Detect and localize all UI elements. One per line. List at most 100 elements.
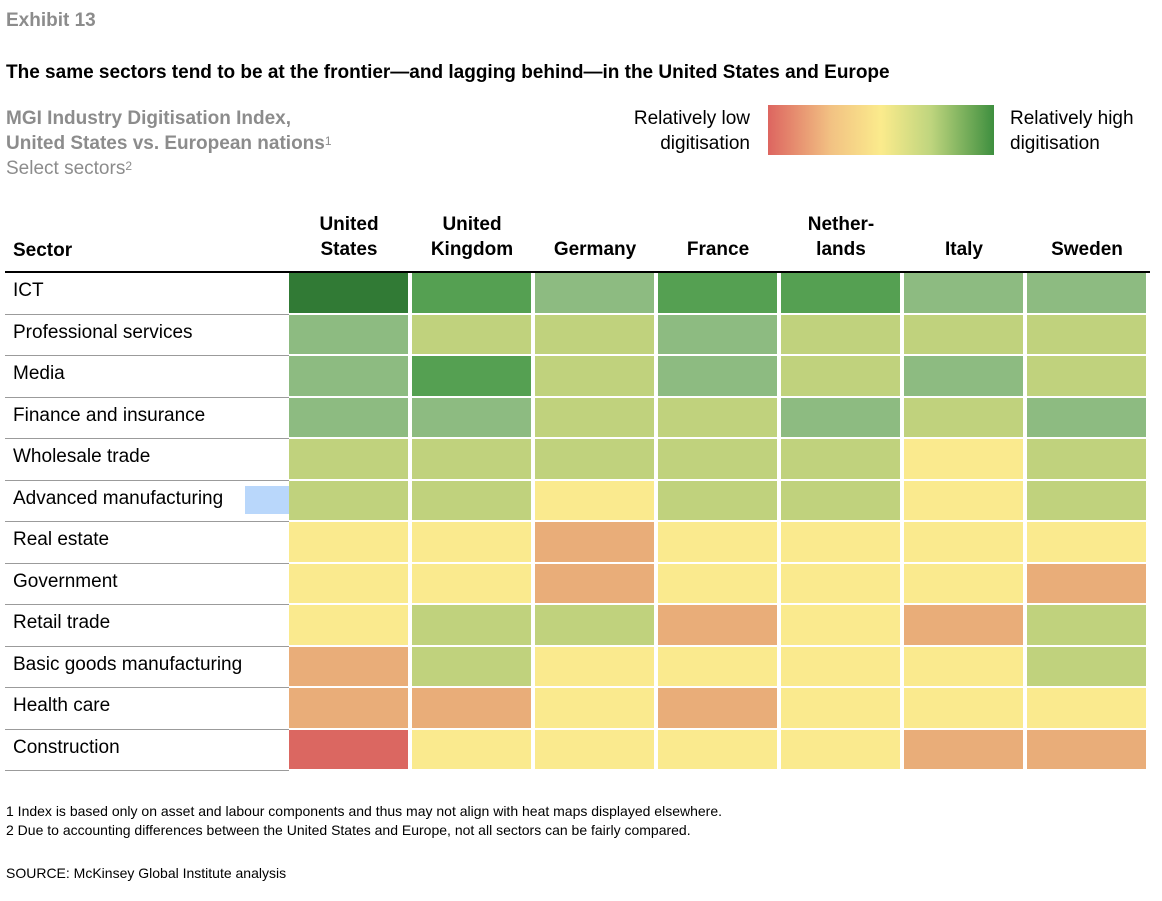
subtitle-line-3: Select sectors [6,158,126,179]
column-header: Germany [553,239,637,260]
heatmap-cell [535,397,654,437]
heatmap-cell [535,356,654,396]
heatmap-cell [658,605,777,645]
heatmap-cell [1027,356,1146,396]
heatmap-cell [289,314,408,354]
heatmap-cell [781,605,900,645]
heatmap-cell [658,439,777,479]
table-row: Construction [5,729,1150,771]
heatmap-cell [289,439,408,479]
heatmap-cell [535,729,654,769]
heatmap-cell [535,480,654,520]
heatmap-cell [1027,273,1146,313]
sector-label: Real estate [13,529,110,550]
table-row: Real estate [5,522,1150,564]
legend-low-label: Relatively low digitisation [633,108,750,154]
heatmap-cell [535,314,654,354]
table-row: Professional services [5,314,1150,356]
table-row: Wholesale trade [5,439,1150,481]
heatmap-cell [658,397,777,437]
selection-highlight [245,485,289,514]
column-header: Italy [944,239,984,260]
heatmap-cell [904,729,1023,769]
heatmap-cell [658,688,777,728]
sector-label: Media [13,363,65,384]
sector-column-header: Sector [13,240,73,261]
heatmap-cell [904,397,1023,437]
row-divider [5,438,289,439]
header-rule [5,271,1150,273]
sector-label: Government [13,570,118,592]
heatmap-cell [535,439,654,479]
sector-label: Health care [13,695,111,716]
heatmap-cell [1027,563,1146,603]
row-divider [5,770,289,771]
row-divider [5,479,289,481]
heatmap-cell [1027,439,1146,479]
heatmap-cell [289,688,408,728]
table-row: Health care [5,688,1150,730]
table-row: ICT [5,273,1150,315]
row-divider [5,521,289,522]
footnote-ref-1: 1 [324,134,332,148]
heatmap-cell [1027,522,1146,562]
heatmap-cell [412,646,531,686]
row-divider [5,562,289,564]
row-divider [5,396,289,398]
heatmap-cell [1027,646,1146,686]
table-row: Basic goods manufacturing [5,646,1150,688]
heatmap-cell [412,439,531,479]
footnote-2: 2 Due to accounting differences between … [6,822,691,838]
heatmap-cell [289,605,408,645]
sector-label: Advanced manufacturing [13,487,224,509]
heatmap-cell [904,314,1023,354]
heatmap-cell [658,729,777,769]
heatmap-cell [781,273,900,313]
heatmap-cell [412,522,531,562]
heatmap-cell [412,605,531,645]
heatmap-cell [904,563,1023,603]
heatmap-cell [781,646,900,686]
heatmap-cell [289,273,408,313]
heatmap-cell [904,522,1023,562]
sector-label: Finance and insurance [13,404,206,426]
table-header: Sector United States United Kingdom German… [0,210,1162,272]
heatmap-cell [289,480,408,520]
heatmap-cell [535,273,654,313]
heatmap-cell [904,273,1023,313]
heatmap-cell [781,439,900,479]
heatmap-cell [289,646,408,686]
heatmap-cell [412,688,531,728]
heatmap-cell [658,356,777,396]
sector-label: Retail trade [13,612,111,633]
heatmap-cell [658,314,777,354]
column-header: United Kingdom [430,214,514,260]
exhibit-label: Exhibit 13 [6,10,96,31]
sector-label: Wholesale trade [13,446,151,467]
heatmap-cell [904,356,1023,396]
sector-label: Basic goods manufacturing [13,653,243,675]
heatmap-cell [1027,314,1146,354]
heatmap-cell [412,397,531,437]
heatmap-cell [412,356,531,396]
heatmap-cell [289,397,408,437]
heatmap-cell [904,688,1023,728]
heatmap-cell [535,522,654,562]
heatmap-cell [904,605,1023,645]
heatmap-cell [781,314,900,354]
heatmap-cell [781,356,900,396]
heatmap-cell [904,646,1023,686]
heatmap-cell [658,563,777,603]
heatmap-cell [781,522,900,562]
row-divider [5,728,289,730]
sector-label: ICT [13,280,44,301]
heatmap-cell [658,522,777,562]
heatmap-cell [1027,688,1146,728]
heatmap-cell [781,729,900,769]
chart-title: The same sectors tend to be at the front… [6,62,890,83]
heatmap-cell [289,522,408,562]
heatmap-cell [535,605,654,645]
table-row: Retail trade [5,605,1150,647]
table-row: Government [5,563,1150,605]
row-divider [5,645,289,647]
